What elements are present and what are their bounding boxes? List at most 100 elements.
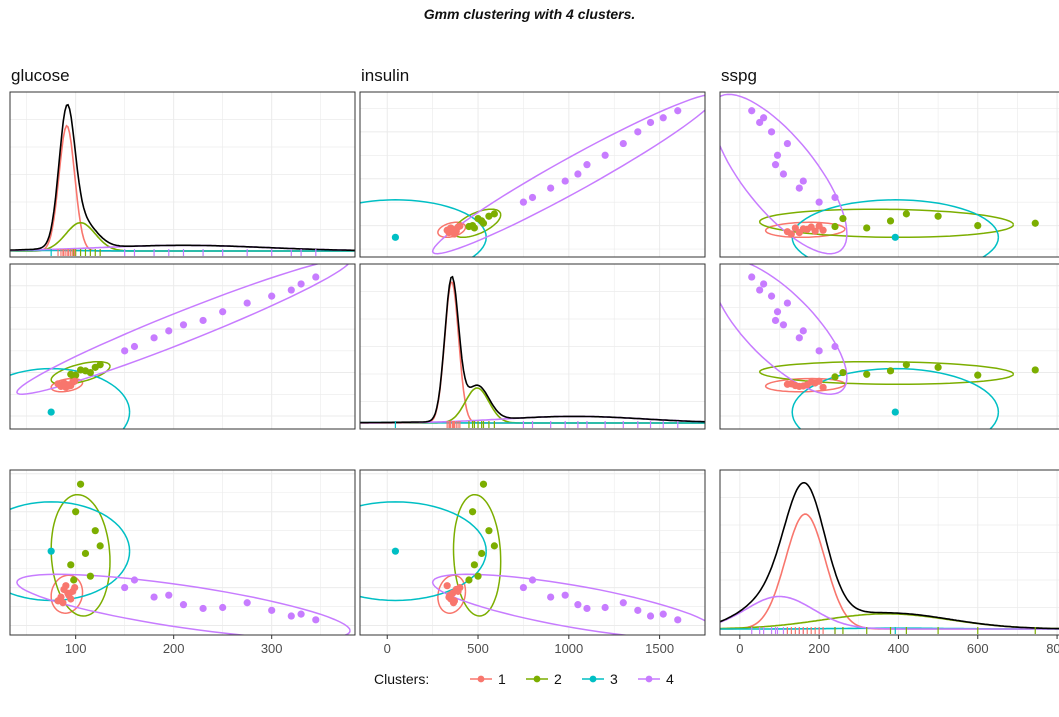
x-tick-label: 0	[736, 641, 743, 656]
data-point-cluster-4	[150, 593, 158, 601]
data-point-cluster-2	[86, 368, 94, 377]
data-point-cluster-4	[760, 114, 768, 122]
panel-content	[10, 103, 355, 256]
data-point-cluster-4	[779, 170, 788, 178]
data-point-cluster-4	[601, 603, 609, 612]
data-point-cluster-4	[659, 114, 667, 122]
data-point-cluster-4	[601, 151, 609, 159]
data-point-cluster-4	[312, 273, 320, 281]
data-point-cluster-2	[485, 527, 493, 535]
panel-sspg-vs-glucose	[9, 469, 356, 636]
density-curve-total	[360, 275, 705, 424]
data-point-cluster-2	[96, 542, 104, 550]
ellipse-cluster-2	[758, 360, 1015, 386]
panel-content	[360, 480, 705, 635]
data-point-cluster-4	[619, 599, 627, 607]
data-point-cluster-2	[839, 368, 847, 377]
data-point-cluster-1	[799, 382, 807, 390]
data-point-cluster-4	[748, 107, 756, 115]
data-point-cluster-2	[468, 508, 477, 516]
ellipse-cluster-4	[16, 573, 351, 635]
data-point-cluster-4	[779, 321, 788, 329]
data-point-cluster-4	[634, 606, 642, 614]
ellipse-cluster-3	[360, 199, 487, 257]
ellipse-cluster-4	[431, 94, 705, 255]
data-point-cluster-3	[47, 547, 55, 555]
panel-insulin-vs-insulin	[359, 263, 706, 430]
data-point-cluster-4	[583, 161, 591, 169]
panel-sspg-vs-sspg	[719, 469, 1059, 636]
data-point-cluster-2	[91, 527, 99, 535]
data-point-cluster-4	[815, 198, 823, 206]
data-point-cluster-4	[783, 139, 792, 148]
panel-grid	[360, 470, 705, 635]
data-point-cluster-4	[561, 591, 569, 599]
ellipse-cluster-2	[50, 360, 111, 386]
panel-grid	[360, 92, 705, 257]
data-point-cluster-2	[902, 210, 910, 218]
data-point-cluster-2	[934, 212, 942, 220]
data-point-cluster-2	[839, 214, 847, 223]
legend-title: Clusters:	[374, 671, 429, 687]
data-point-cluster-1	[815, 377, 823, 385]
data-point-cluster-2	[490, 542, 498, 550]
data-point-cluster-4	[831, 193, 839, 202]
data-point-cluster-4	[219, 603, 227, 612]
data-point-cluster-4	[561, 177, 569, 185]
panel-content	[360, 275, 705, 428]
data-point-cluster-4	[771, 161, 780, 169]
data-point-cluster-2	[72, 508, 80, 516]
panel-content	[720, 264, 1039, 429]
ellipse-cluster-4	[431, 573, 705, 635]
data-point-cluster-4	[831, 342, 839, 351]
data-point-cluster-4	[767, 292, 776, 300]
data-point-cluster-2	[934, 363, 942, 371]
data-point-cluster-1	[819, 383, 827, 391]
data-point-cluster-1	[59, 599, 67, 607]
data-point-cluster-2	[886, 367, 895, 375]
panel-sspg-vs-insulin	[359, 469, 706, 636]
data-point-cluster-4	[528, 576, 537, 584]
data-point-cluster-1	[59, 380, 67, 388]
data-point-cluster-3	[391, 233, 400, 241]
data-point-cluster-4	[574, 170, 582, 178]
ellipse-cluster-3	[10, 501, 131, 602]
data-point-cluster-4	[519, 198, 528, 206]
data-point-cluster-4	[268, 292, 276, 300]
data-point-cluster-1	[65, 591, 73, 599]
data-point-cluster-1	[799, 225, 807, 233]
data-point-cluster-2	[474, 214, 482, 223]
panel-background	[720, 92, 1059, 257]
data-point-cluster-4	[121, 347, 129, 355]
ellipse-cluster-4	[720, 264, 848, 395]
data-point-cluster-4	[674, 107, 682, 115]
data-point-cluster-4	[547, 593, 555, 601]
data-point-cluster-2	[902, 361, 910, 369]
data-point-cluster-4	[179, 601, 188, 609]
data-point-cluster-4	[674, 616, 682, 624]
panel-border	[719, 469, 1059, 636]
legend-key-point	[645, 675, 653, 683]
x-tick-label: 100	[65, 641, 87, 656]
x-tick-label: 400	[888, 641, 910, 656]
data-point-cluster-1	[783, 228, 792, 236]
data-point-cluster-3	[891, 408, 899, 416]
data-point-cluster-4	[297, 610, 305, 618]
panel-border	[9, 263, 356, 430]
panel-insulin-vs-glucose	[9, 263, 356, 430]
legend: Clusters: 1 2 3 4	[374, 671, 674, 687]
data-point-cluster-1	[456, 222, 464, 230]
panel-glucose-vs-sspg	[719, 91, 1059, 258]
data-point-cluster-1	[71, 377, 79, 385]
data-point-cluster-1	[71, 583, 79, 592]
panel-background	[10, 264, 355, 429]
data-point-cluster-2	[470, 224, 478, 232]
panel-grid	[720, 470, 1059, 635]
data-point-cluster-4	[646, 118, 655, 127]
data-point-cluster-4	[165, 591, 173, 599]
x-tick-label: 0	[384, 641, 391, 656]
data-point-cluster-2	[479, 219, 488, 227]
data-point-cluster-2	[474, 572, 482, 580]
legend-label: 1	[498, 671, 506, 687]
legend-label: 2	[554, 671, 562, 687]
